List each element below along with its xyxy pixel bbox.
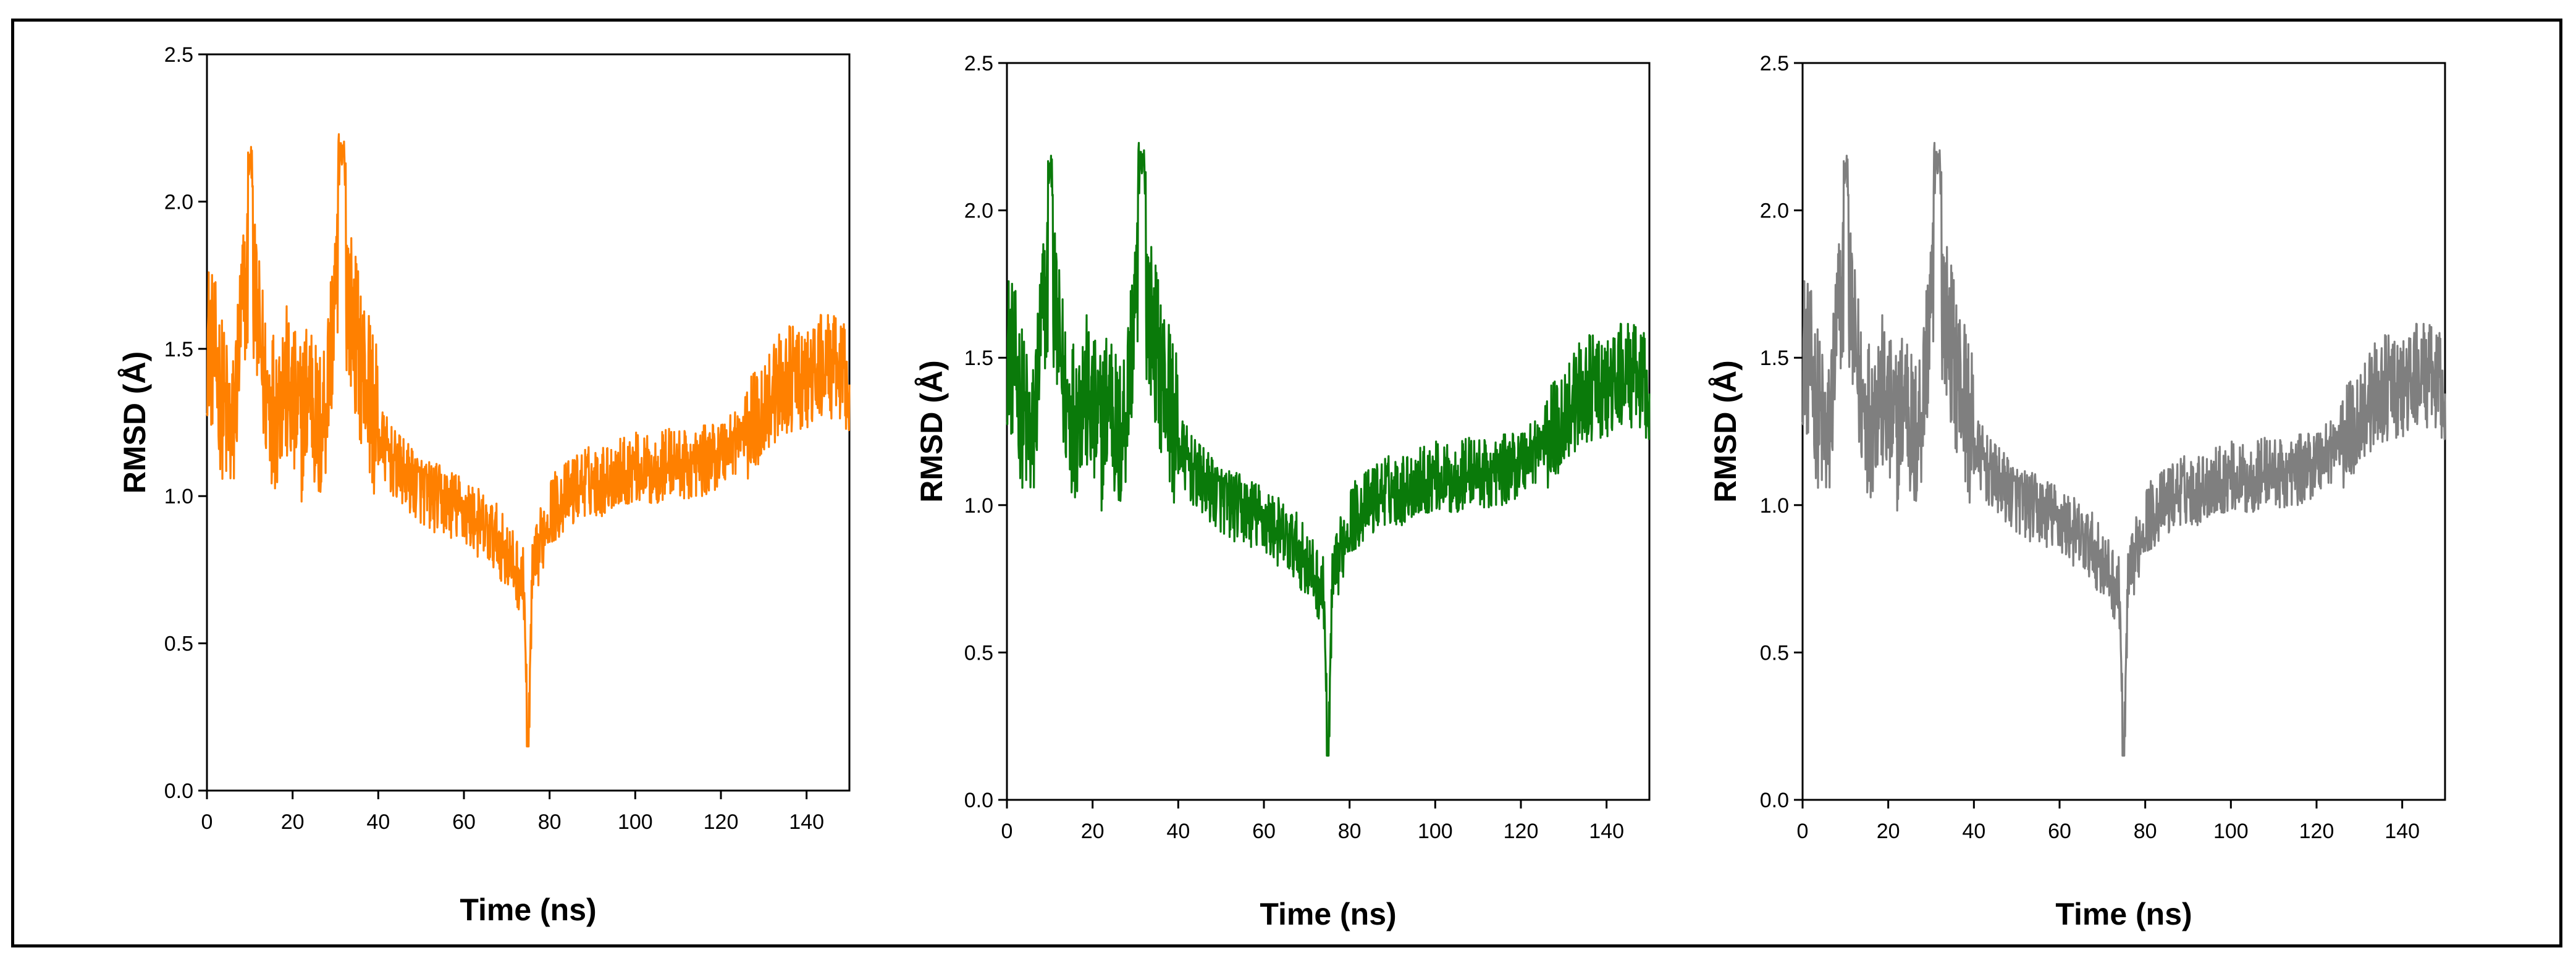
y-axis-title: RMSD (Å) <box>117 351 152 494</box>
y-tick-label: 0.0 <box>1760 789 1789 812</box>
y-tick-label: 2.0 <box>964 200 993 223</box>
x-tick-label: 100 <box>2213 820 2249 843</box>
x-tick-label: 60 <box>1252 820 1276 843</box>
x-tick-label: 20 <box>1877 820 1900 843</box>
chart-panel-left: 0 20 40 60 80 100 120 140 0.0 0.5 1.0 1.5 2.0 2.5 Time… <box>0 0 865 966</box>
y-tick-label: 1.0 <box>1760 494 1789 518</box>
y-tick-label: 1.5 <box>164 338 193 361</box>
x-tick-label: 60 <box>2048 820 2071 843</box>
x-tick-label: 40 <box>1166 820 1190 843</box>
y-tick-label: 0.0 <box>964 789 993 812</box>
x-tick-label: 40 <box>1962 820 1985 843</box>
y-tick-label: 1.0 <box>164 485 193 508</box>
rmsd-series-line <box>1801 141 2446 757</box>
x-tick-label: 100 <box>1418 820 1453 843</box>
y-tick-label: 1.0 <box>964 494 993 518</box>
x-tick-label: 140 <box>1589 820 1624 843</box>
x-tick-label: 40 <box>366 810 390 834</box>
x-tick-label: 100 <box>618 810 653 834</box>
chart-left-svg: 0 20 40 60 80 100 120 140 0.0 0.5 1.0 1.5 2.0 2.5 Time… <box>117 43 851 927</box>
x-tick-label: 0 <box>1001 820 1013 843</box>
x-tick-label: 120 <box>704 810 739 834</box>
y-tick-label: 2.0 <box>1760 200 1789 223</box>
x-tick-label: 80 <box>1338 820 1362 843</box>
x-tick-label: 140 <box>2384 820 2420 843</box>
x-tick-label: 60 <box>452 810 476 834</box>
rmsd-series-line <box>1006 141 1651 757</box>
rmsd-series-line <box>206 133 851 748</box>
x-tick-label: 0 <box>201 810 213 834</box>
x-tick-label: 20 <box>281 810 305 834</box>
x-tick-label: 120 <box>2299 820 2334 843</box>
x-axis-title: Time (ns) <box>2055 897 2192 931</box>
x-tick-label: 80 <box>538 810 562 834</box>
y-tick-label: 0.5 <box>164 632 193 656</box>
y-tick-label: 0.0 <box>164 779 193 803</box>
y-tick-label: 2.5 <box>164 43 193 67</box>
y-axis-title: RMSD (Å) <box>1708 360 1743 503</box>
x-axis-title: Time (ns) <box>460 892 596 927</box>
y-tick-label: 2.5 <box>964 52 993 75</box>
x-tick-label: 20 <box>1081 820 1105 843</box>
y-tick-label: 2.0 <box>164 190 193 214</box>
x-axis-title: Time (ns) <box>1260 897 1396 931</box>
y-tick-label: 2.5 <box>1760 52 1789 75</box>
x-tick-label: 140 <box>789 810 824 834</box>
x-tick-label: 120 <box>1504 820 1539 843</box>
y-tick-label: 1.5 <box>964 346 993 370</box>
x-tick-label: 80 <box>2134 820 2157 843</box>
x-tick-label: 0 <box>1797 820 1809 843</box>
y-tick-label: 0.5 <box>964 641 993 665</box>
y-tick-label: 0.5 <box>1760 641 1789 665</box>
y-tick-label: 1.5 <box>1760 346 1789 370</box>
y-axis-title: RMSD (Å) <box>914 360 949 503</box>
